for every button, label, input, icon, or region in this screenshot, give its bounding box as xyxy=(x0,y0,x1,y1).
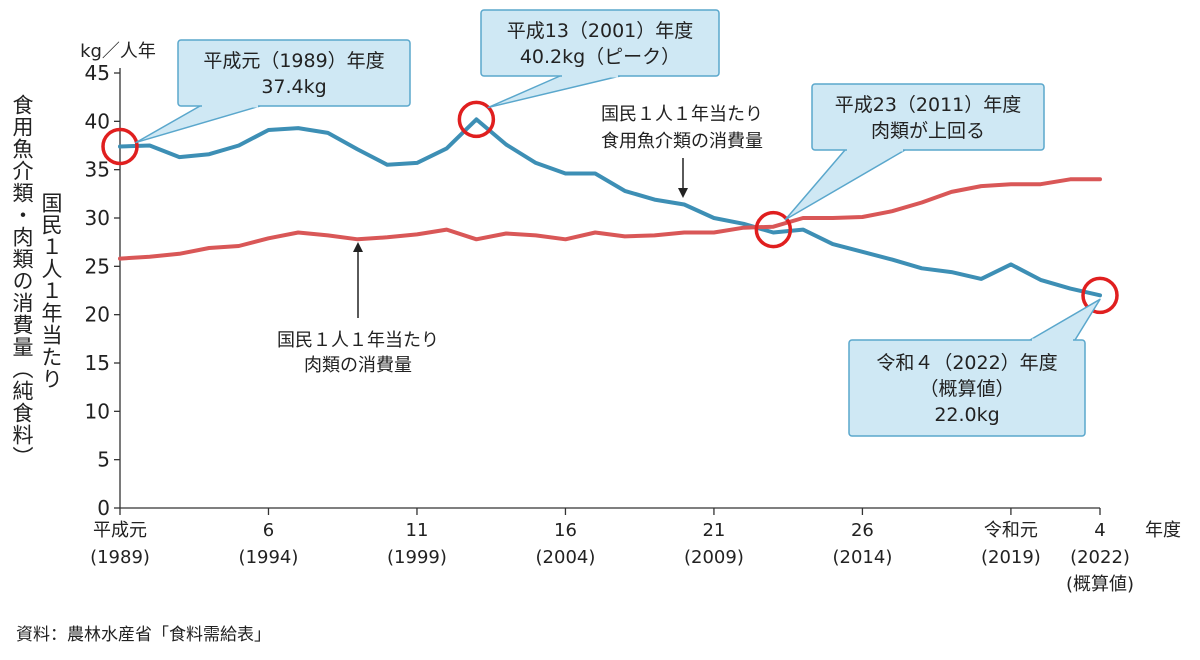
series-line-fish xyxy=(118,117,1102,298)
highlight-circle xyxy=(457,100,496,139)
x-tick-label: (2022) xyxy=(1070,547,1130,568)
meat-annotation-line2: 肉類の消費量 xyxy=(304,355,412,376)
x-tick-label: 4 xyxy=(1094,520,1105,541)
callout-text: 37.4kg xyxy=(261,76,326,98)
x-tick-label: 11 xyxy=(406,520,429,541)
callout-text: 平成13（2001）年度 xyxy=(507,20,694,42)
y-axis: 0 5 10 15 20 25 30 35 40 45 xyxy=(85,61,121,520)
source-note: 資料：農林水産省「食料需給表」 xyxy=(16,625,271,645)
series-layer xyxy=(101,100,1119,315)
callout-text: （概算値） xyxy=(919,378,1014,400)
x-tick-label: (1989) xyxy=(90,547,150,568)
y-tick-label: 20 xyxy=(85,303,110,327)
y-tick-label: 45 xyxy=(85,61,110,85)
y-tick-label: 25 xyxy=(85,254,110,278)
y-tick-label: 35 xyxy=(85,158,110,182)
callout-box: 平成13（2001）年度 40.2kg（ピーク） xyxy=(480,9,720,109)
highlight-circle xyxy=(1081,276,1119,315)
callout-box: 令和４（2022）年度 （概算値） 22.0kg xyxy=(848,298,1101,437)
x-tick-label: 21 xyxy=(702,520,725,541)
fish-annotation-line2: 食用魚介類の消費量 xyxy=(601,131,763,152)
meat-annotation: 国民１人１年当たり 肉類の消費量 xyxy=(277,242,439,376)
x-tick-label: (2019) xyxy=(981,547,1041,568)
y-tick-label: 40 xyxy=(85,109,110,133)
y-tick-label: 5 xyxy=(97,448,110,472)
callout-text: 22.0kg xyxy=(934,404,999,426)
series-line-meat xyxy=(118,177,1102,261)
x-tick-label: (2004) xyxy=(536,547,596,568)
y-tick-label: 15 xyxy=(85,351,110,375)
y-tick-label: 30 xyxy=(85,206,110,230)
x-tick-label: (概算値) xyxy=(1066,574,1134,595)
fish-annotation: 国民１人１年当たり 食用魚介類の消費量 xyxy=(601,104,763,198)
x-axis: 平成元 (1989) 6 (1994) 11 (1999) 16 (2004) 21 (2009)… xyxy=(90,507,1134,595)
highlight-circle xyxy=(101,127,139,166)
callout-text: 肉類が上回る xyxy=(871,120,985,142)
x-tick-label: (1999) xyxy=(387,547,447,568)
highlight-circle xyxy=(754,210,793,249)
callouts: 平成元（1989）年度 37.4kg 平成13（2001）年度 40.2kg（ピーク）… xyxy=(135,9,1101,437)
callout-text: 平成23（2011）年度 xyxy=(835,94,1022,116)
y-axis-label-inner: 国民１人１年当たり xyxy=(39,192,63,390)
y-unit-label: kg／人年 xyxy=(80,41,156,62)
callout-box: 平成元（1989）年度 37.4kg xyxy=(135,39,411,144)
y-tick-label: 10 xyxy=(85,399,110,423)
x-tick-label: (1994) xyxy=(239,547,299,568)
y-tick-label: 0 xyxy=(97,496,110,520)
meat-annotation-line1: 国民１人１年当たり xyxy=(277,330,439,351)
callout-text: 40.2kg（ピーク） xyxy=(520,46,680,68)
callout-text: 平成元（1989）年度 xyxy=(203,50,384,72)
x-unit-label: 年度 xyxy=(1145,520,1181,541)
x-tick-label: 16 xyxy=(554,520,577,541)
fish-annotation-line1: 国民１人１年当たり xyxy=(601,104,763,125)
x-tick-label: 平成元 xyxy=(93,520,147,541)
callout-text: 令和４（2022）年度 xyxy=(876,352,1057,374)
x-tick-label: (2009) xyxy=(684,547,744,568)
x-tick-label: 26 xyxy=(851,520,874,541)
x-tick-label: 令和元 xyxy=(984,520,1038,541)
y-axis-label-outer: 食用魚介類・肉類の消費量（純食料） xyxy=(10,94,34,468)
x-tick-label: (2014) xyxy=(832,547,892,568)
x-tick-label: 6 xyxy=(263,520,274,541)
